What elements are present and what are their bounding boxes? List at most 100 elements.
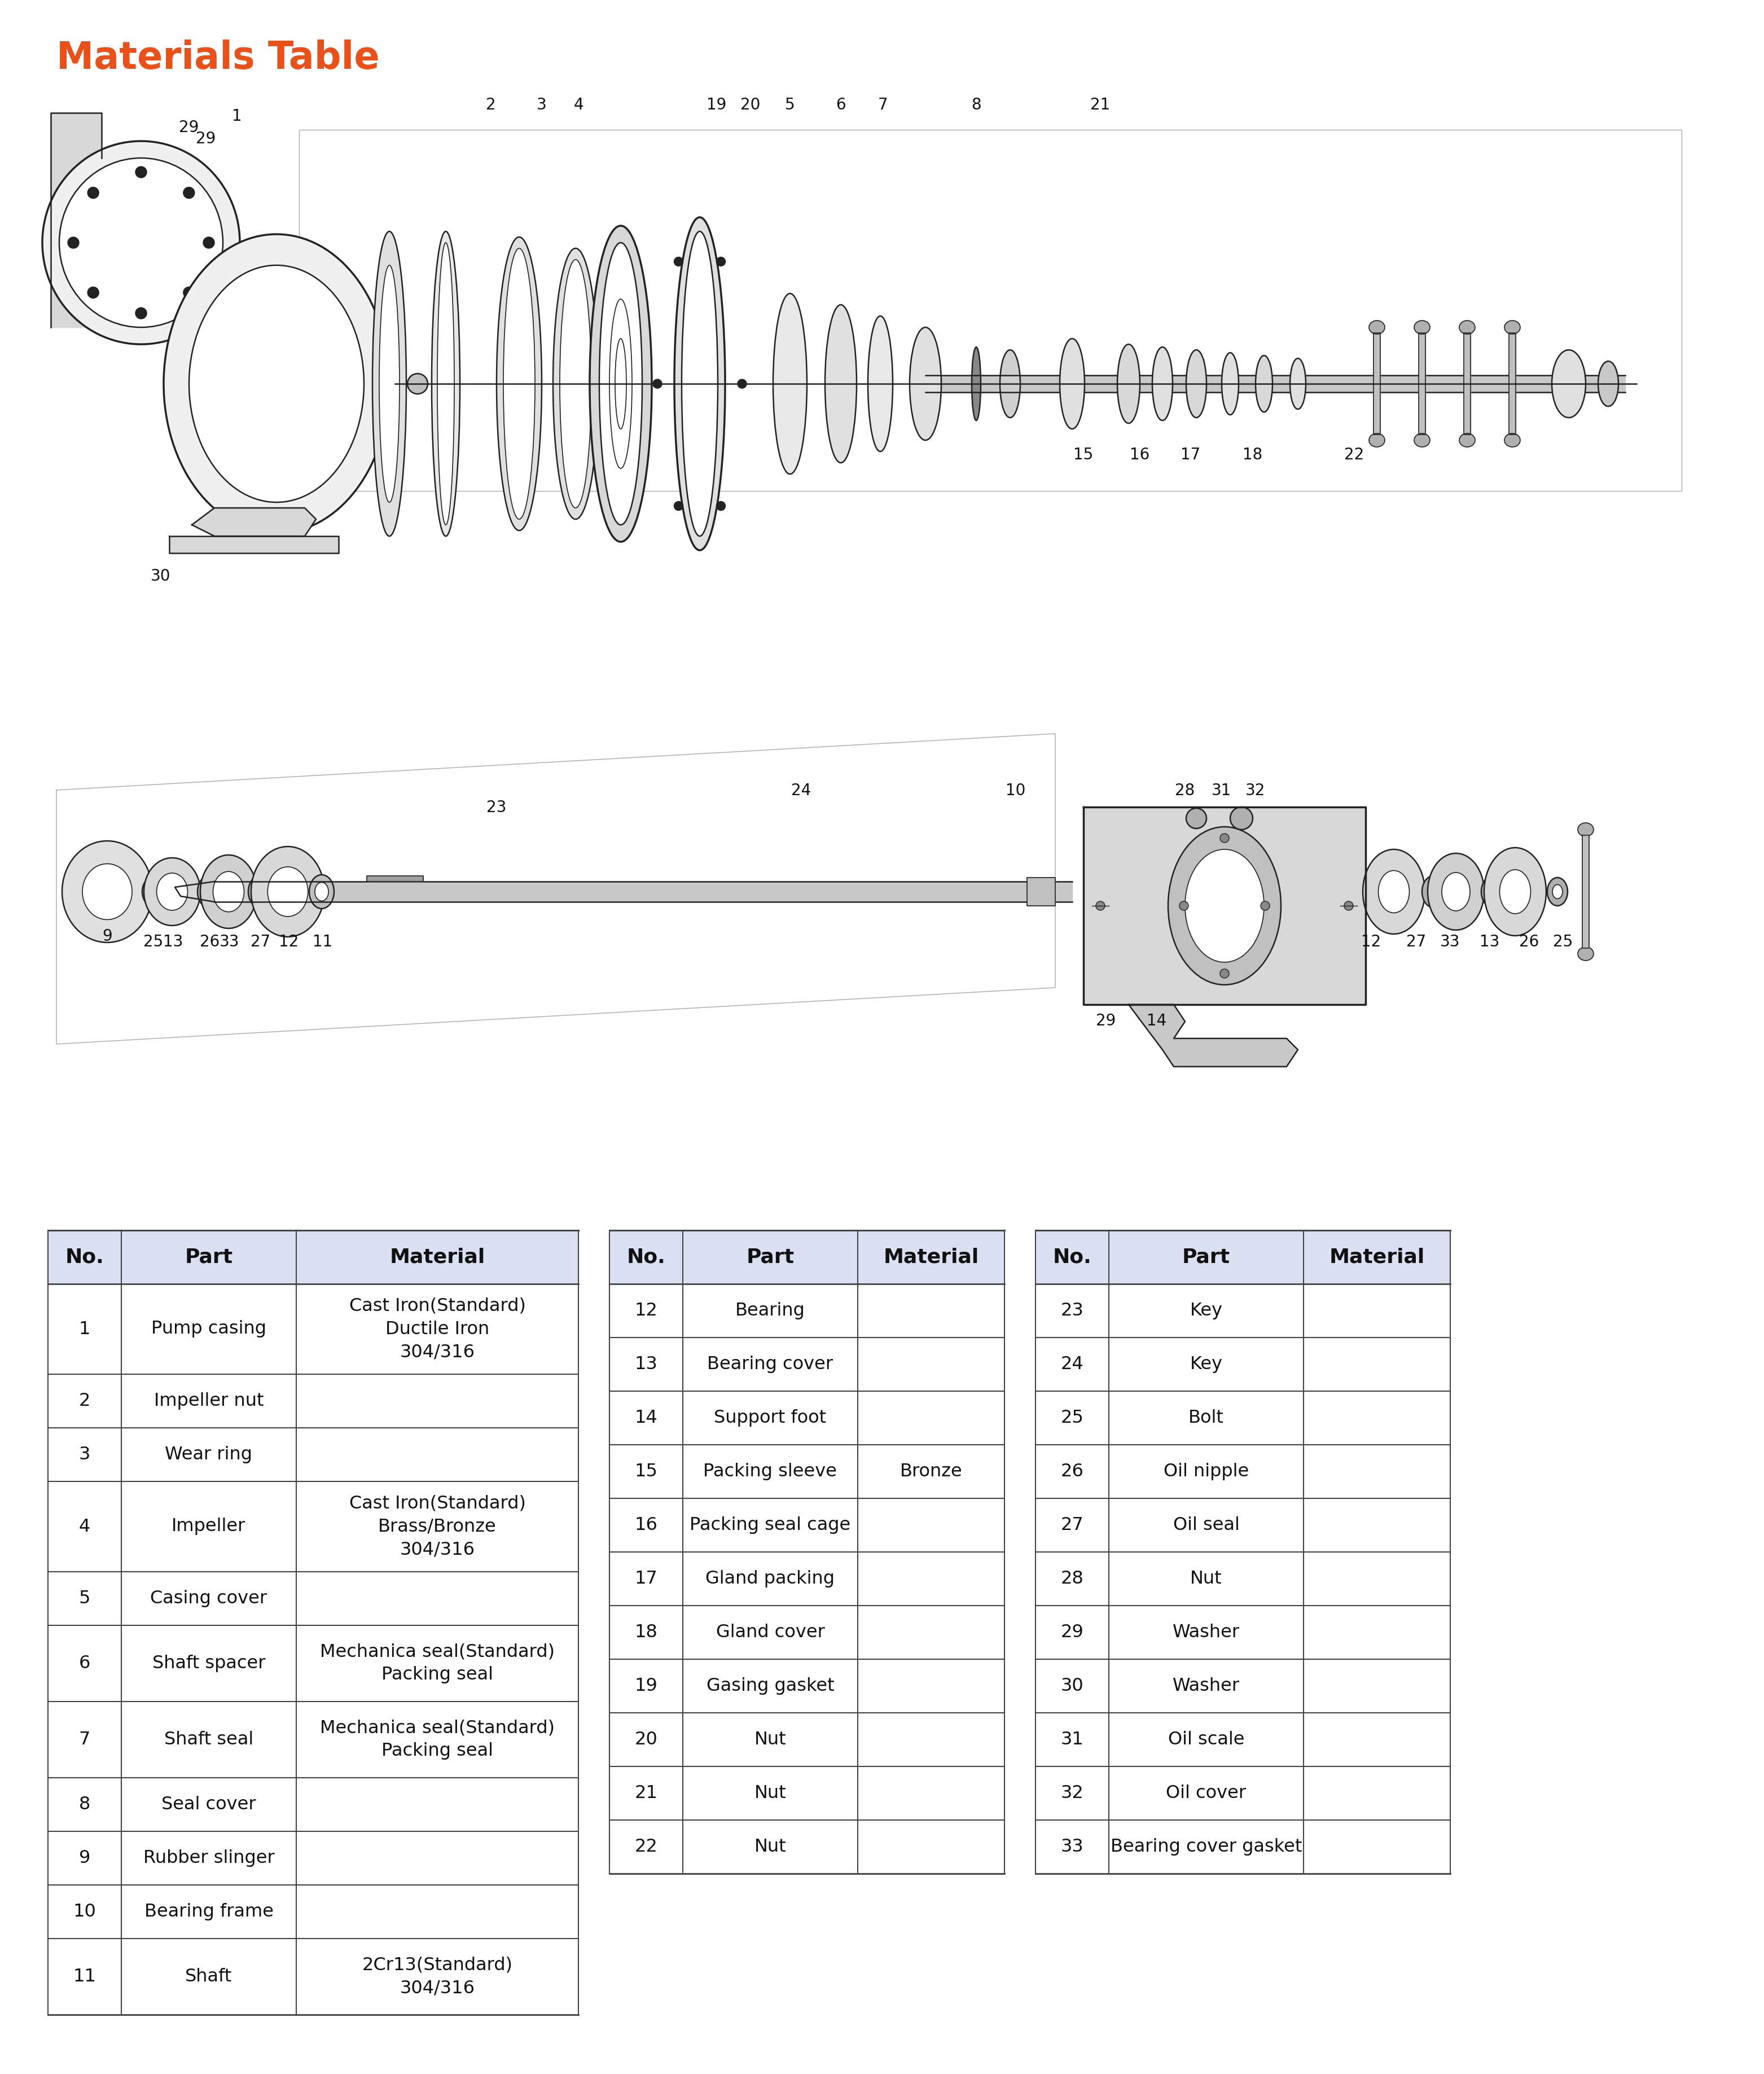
Bar: [48, 1375, 579, 1427]
Ellipse shape: [62, 840, 152, 942]
Text: 23: 23: [1060, 1302, 1083, 1319]
Ellipse shape: [1222, 353, 1238, 415]
Text: 27: 27: [1406, 933, 1427, 950]
Text: 16: 16: [1131, 448, 1150, 463]
Ellipse shape: [653, 380, 662, 388]
Text: 2Cr13(Standard)
304/316: 2Cr13(Standard) 304/316: [362, 1956, 513, 1997]
Text: 33: 33: [1060, 1838, 1083, 1856]
Ellipse shape: [1261, 902, 1270, 910]
Ellipse shape: [60, 158, 222, 328]
Ellipse shape: [1505, 321, 1521, 334]
Text: Mechanica seal(Standard)
Packing seal: Mechanica seal(Standard) Packing seal: [319, 1719, 554, 1761]
Text: 18: 18: [1244, 448, 1263, 463]
Polygon shape: [215, 881, 1073, 902]
Text: 24: 24: [792, 782, 811, 798]
Text: 27: 27: [1060, 1516, 1083, 1535]
Text: 32: 32: [1245, 782, 1265, 798]
Text: 25: 25: [143, 933, 164, 950]
Text: 10: 10: [72, 1904, 97, 1921]
Text: 27: 27: [250, 933, 270, 950]
Ellipse shape: [1185, 850, 1265, 962]
Bar: [609, 1659, 1004, 1713]
Text: Cast Iron(Standard)
Ductile Iron
304/316: Cast Iron(Standard) Ductile Iron 304/316: [349, 1298, 526, 1361]
Ellipse shape: [1364, 850, 1425, 933]
Ellipse shape: [42, 141, 240, 344]
Text: 26: 26: [199, 933, 220, 950]
Polygon shape: [367, 875, 423, 881]
Text: 16: 16: [635, 1516, 658, 1535]
Bar: [48, 1939, 579, 2014]
Text: Bearing: Bearing: [736, 1302, 804, 1319]
Ellipse shape: [1117, 344, 1140, 423]
Text: 22: 22: [635, 1838, 658, 1856]
Ellipse shape: [1256, 355, 1272, 413]
Text: 5: 5: [79, 1591, 90, 1607]
Text: Material: Material: [1328, 1246, 1425, 1267]
Text: Oil cover: Oil cover: [1166, 1784, 1247, 1802]
Polygon shape: [926, 375, 1625, 392]
Polygon shape: [51, 112, 145, 328]
Polygon shape: [1027, 877, 1055, 906]
Bar: [1035, 1605, 1450, 1659]
Text: 9: 9: [102, 929, 113, 944]
Ellipse shape: [201, 854, 258, 929]
Text: 32: 32: [1060, 1784, 1083, 1802]
Text: 29: 29: [1060, 1624, 1083, 1641]
Bar: [48, 1572, 579, 1626]
Bar: [1035, 1284, 1450, 1338]
Text: No.: No.: [626, 1246, 665, 1267]
Ellipse shape: [1427, 852, 1484, 929]
Ellipse shape: [250, 846, 325, 937]
Text: 3: 3: [536, 97, 547, 112]
Text: Oil scale: Oil scale: [1168, 1732, 1244, 1748]
Text: Nut: Nut: [1191, 1570, 1222, 1587]
Text: Material: Material: [390, 1246, 485, 1267]
Text: Shaft seal: Shaft seal: [164, 1732, 254, 1748]
Ellipse shape: [1344, 902, 1353, 910]
Bar: [48, 1701, 579, 1777]
Text: Part: Part: [185, 1246, 233, 1267]
Bar: [609, 1767, 1004, 1821]
Text: 15: 15: [1074, 448, 1094, 463]
Ellipse shape: [143, 877, 162, 906]
Bar: [48, 1831, 579, 1885]
Text: No.: No.: [1053, 1246, 1092, 1267]
Text: Gland packing: Gland packing: [706, 1570, 834, 1587]
Ellipse shape: [379, 265, 399, 502]
Bar: [48, 1284, 579, 1375]
Bar: [300, 131, 1681, 492]
Bar: [609, 1497, 1004, 1551]
Text: Gasing gasket: Gasing gasket: [706, 1678, 834, 1694]
Text: 25: 25: [1060, 1408, 1083, 1427]
Bar: [609, 1605, 1004, 1659]
Text: Cast Iron(Standard)
Brass/Bronze
304/316: Cast Iron(Standard) Brass/Bronze 304/316: [349, 1495, 526, 1558]
Ellipse shape: [674, 502, 683, 510]
Ellipse shape: [1415, 321, 1431, 334]
Text: 1: 1: [233, 108, 242, 124]
Ellipse shape: [1505, 433, 1521, 448]
Ellipse shape: [1185, 351, 1207, 417]
Text: 29: 29: [180, 120, 199, 135]
Ellipse shape: [203, 236, 215, 249]
Bar: [1035, 1446, 1450, 1497]
Bar: [609, 1284, 1004, 1338]
Ellipse shape: [145, 859, 201, 925]
Ellipse shape: [268, 867, 309, 917]
Ellipse shape: [1552, 351, 1586, 417]
Text: Material: Material: [884, 1246, 979, 1267]
Text: Pump casing: Pump casing: [152, 1321, 266, 1338]
Ellipse shape: [716, 257, 725, 265]
Bar: [1035, 1497, 1450, 1551]
Ellipse shape: [1427, 884, 1439, 900]
Text: Casing cover: Casing cover: [150, 1591, 266, 1607]
Text: 8: 8: [79, 1796, 90, 1813]
Text: 3: 3: [79, 1446, 90, 1464]
Ellipse shape: [157, 873, 187, 910]
Polygon shape: [1129, 1004, 1298, 1066]
Ellipse shape: [1459, 321, 1475, 334]
Text: 14: 14: [1147, 1012, 1166, 1029]
Bar: [48, 1626, 579, 1701]
Text: Nut: Nut: [755, 1838, 787, 1856]
Text: Nut: Nut: [755, 1732, 787, 1748]
Bar: [48, 1427, 579, 1481]
